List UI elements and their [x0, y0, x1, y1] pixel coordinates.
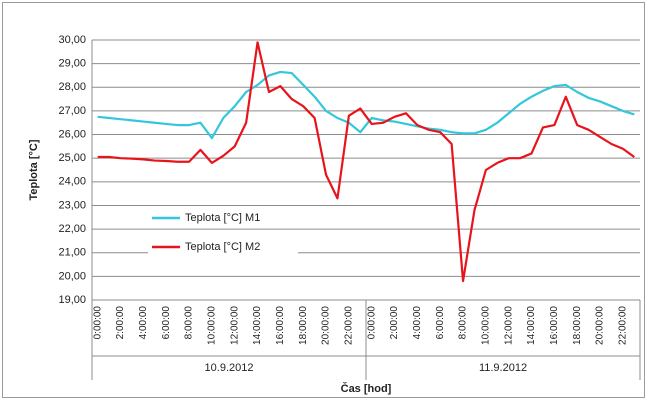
y-tick-label: 30,00	[58, 34, 86, 46]
chart-border	[2, 2, 645, 398]
x-tick-label: 18:00:00	[298, 306, 309, 345]
x-tick-label: 20:00:00	[595, 306, 606, 345]
x-tick-label: 22:00:00	[344, 306, 355, 345]
x-tick-label: 2:00:00	[389, 306, 400, 340]
legend-label: Teplota [°C] M1	[185, 212, 260, 224]
x-tick-label: 10:00:00	[207, 306, 218, 345]
legend-bg	[148, 238, 298, 256]
legend-label: Teplota [°C] M2	[185, 241, 260, 253]
x-tick-label: 16:00:00	[549, 306, 560, 345]
y-tick-label: 19,00	[58, 294, 86, 306]
x-tick-label: 2:00:00	[115, 306, 126, 340]
x-tick-label: 16:00:00	[275, 306, 286, 345]
x-tick-label: 6:00:00	[161, 306, 172, 340]
x-group-label: 11.9.2012	[479, 362, 527, 374]
x-tick-label: 0:00:00	[366, 306, 377, 340]
y-axis-title: Teplota [°C]	[28, 139, 40, 200]
x-tick-label: 0:00:00	[92, 306, 103, 340]
x-tick-label: 18:00:00	[572, 306, 583, 345]
x-group-label: 10.9.2012	[205, 362, 254, 374]
x-tick-label: 12:00:00	[229, 306, 240, 345]
series-line	[97, 70, 635, 140]
x-tick-label: 20:00:00	[321, 306, 332, 345]
y-tick-label: 27,00	[58, 105, 86, 117]
y-tick-label: 23,00	[58, 199, 86, 211]
x-tick-label: 8:00:00	[458, 306, 469, 340]
y-tick-label: 20,00	[58, 270, 86, 282]
x-tick-label: 14:00:00	[252, 306, 263, 345]
x-tick-label: 6:00:00	[435, 306, 446, 340]
y-tick-label: 29,00	[58, 58, 86, 70]
y-tick-label: 25,00	[58, 152, 86, 164]
legend-bg	[148, 209, 298, 227]
x-tick-label: 4:00:00	[138, 306, 149, 340]
y-tick-label: 21,00	[58, 247, 86, 259]
x-tick-label: 10:00:00	[481, 306, 492, 345]
y-tick-label: 28,00	[58, 81, 86, 93]
series-line	[97, 41, 635, 283]
y-tick-label: 26,00	[58, 128, 86, 140]
x-tick-label: 14:00:00	[526, 306, 537, 345]
x-tick-label: 22:00:00	[618, 306, 629, 345]
x-tick-label: 4:00:00	[412, 306, 423, 340]
y-tick-label: 24,00	[58, 176, 86, 188]
x-axis-title: Čas [hod]	[341, 382, 392, 395]
y-tick-label: 22,00	[58, 223, 86, 235]
x-tick-label: 8:00:00	[184, 306, 195, 340]
x-tick-label: 12:00:00	[503, 306, 514, 345]
